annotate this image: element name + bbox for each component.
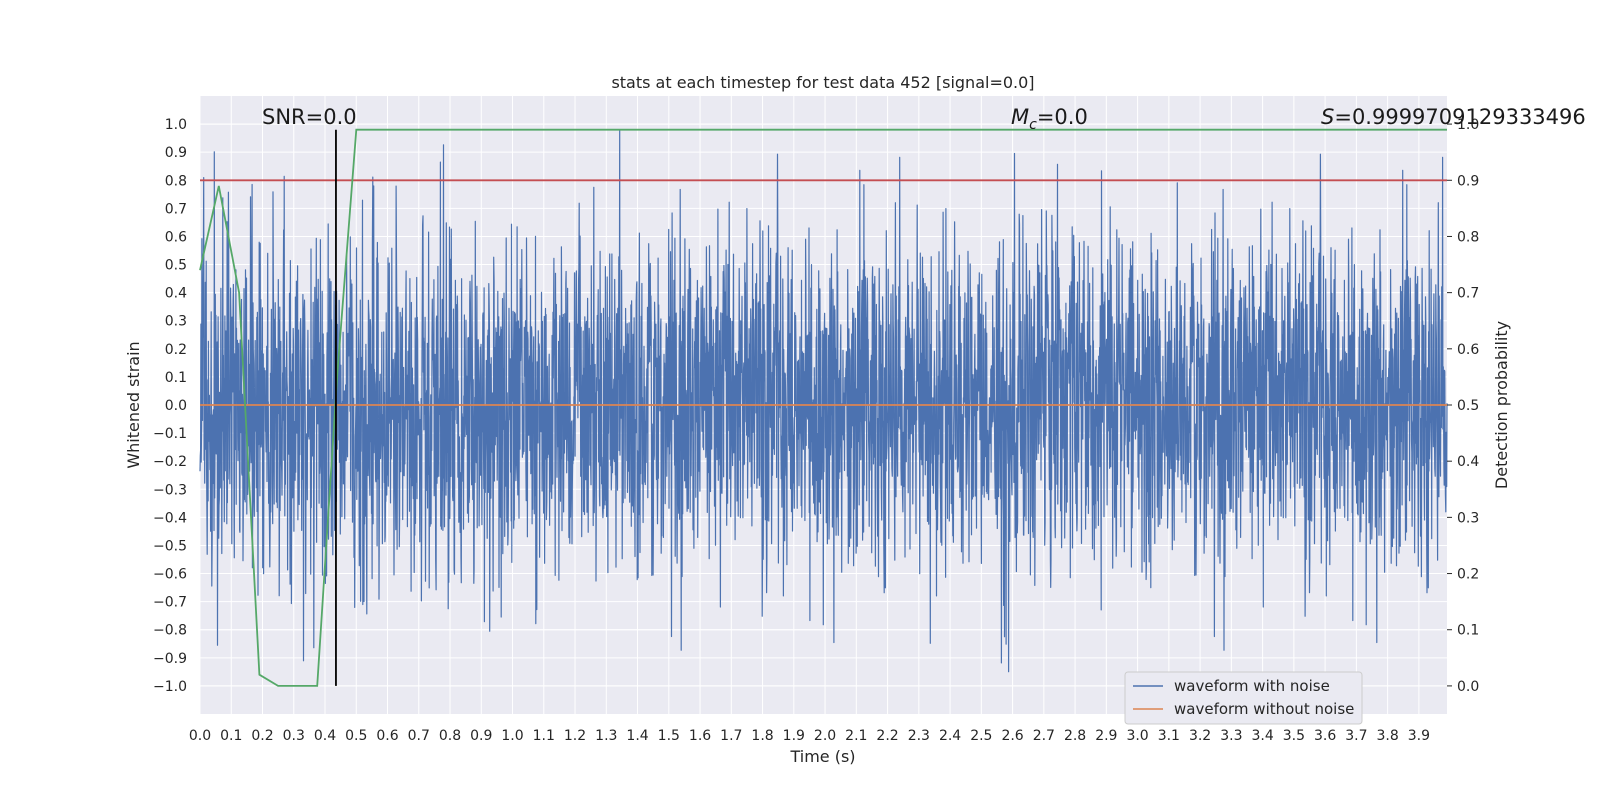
- x-tick-label: 1.5: [658, 728, 680, 744]
- x-tick-label: 0.6: [376, 728, 398, 744]
- y-tick-label: 0.2: [165, 342, 187, 358]
- right-y-tick-label: 0.8: [1457, 229, 1479, 245]
- s-symbol: S: [1321, 105, 1334, 129]
- x-tick-label: 3.2: [1189, 728, 1211, 744]
- y-tick-label: 0.8: [165, 173, 187, 189]
- legend: waveform with noise waveform without noi…: [1124, 671, 1363, 725]
- y-tick-label: −0.9: [153, 651, 187, 667]
- y-tick-label: 0.7: [165, 201, 187, 217]
- x-tick-label: 3.0: [1126, 728, 1148, 744]
- x-tick-label: 1.7: [720, 728, 742, 744]
- x-tick-label: 0.0: [189, 728, 211, 744]
- x-tick-label: 3.7: [1345, 728, 1367, 744]
- y-tick-label: −0.4: [153, 510, 187, 526]
- chart-title: stats at each timestep for test data 452…: [611, 73, 1034, 92]
- x-tick-label: 3.4: [1251, 728, 1273, 744]
- x-tick-label: 3.5: [1283, 728, 1305, 744]
- x-tick-label: 1.8: [751, 728, 773, 744]
- x-tick-label: 2.2: [876, 728, 898, 744]
- chirp-mass-subscript: c: [1029, 117, 1037, 133]
- s-annotation: S=0.9999709129333496: [1321, 105, 1586, 129]
- x-tick-label: 1.2: [564, 728, 586, 744]
- x-tick-label: 2.3: [908, 728, 930, 744]
- y-tick-label: 0.3: [165, 314, 187, 330]
- x-tick-label: 0.9: [470, 728, 492, 744]
- x-tick-label: 1.3: [595, 728, 617, 744]
- x-tick-label: 3.3: [1220, 728, 1242, 744]
- x-tick-label: 2.5: [970, 728, 992, 744]
- x-tick-label: 1.9: [783, 728, 805, 744]
- right-y-tick-label: 0.2: [1457, 567, 1479, 583]
- y-tick-label: 0.1: [165, 370, 187, 386]
- right-y-tick-label: 1.0: [1457, 117, 1479, 133]
- y-tick-labels: 1.0 0.9 0.8 0.7 0.6 0.5 0.4 0.3 0.2 0.1 0.0 −0.1 −0.…: [153, 117, 187, 695]
- x-tick-label: 0.3: [283, 728, 305, 744]
- snr-annotation: SNR=0.0: [262, 105, 357, 129]
- x-tick-label: 0.4: [314, 728, 336, 744]
- y-tick-label: −0.2: [153, 454, 187, 470]
- s-value: =0.9999709129333496: [1334, 105, 1585, 129]
- waveform-with-noise-line: [199, 130, 1448, 673]
- y-tick-label: 0.6: [165, 229, 187, 245]
- x-axis-label: Time (s): [789, 747, 855, 766]
- x-tick-label: 3.9: [1408, 728, 1430, 744]
- y-tick-label: 0.4: [165, 286, 187, 302]
- x-tick-label: 0.7: [408, 728, 430, 744]
- x-tick-label: 2.6: [1001, 728, 1023, 744]
- x-tick-label: 1.0: [501, 728, 523, 744]
- right-y-axis-label: Detection probability: [1492, 321, 1511, 489]
- y-tick-label: 0.0: [165, 398, 187, 414]
- x-tick-label: 0.8: [439, 728, 461, 744]
- x-tick-label: 3.6: [1314, 728, 1336, 744]
- y-tick-label: −1.0: [153, 679, 187, 695]
- legend-label-noise: waveform with noise: [1174, 677, 1330, 695]
- x-tick-label: 2.8: [1064, 728, 1086, 744]
- x-tick-label: 0.5: [345, 728, 367, 744]
- x-tick-label: 2.0: [814, 728, 836, 744]
- legend-box: [1124, 671, 1363, 725]
- lines-group: [199, 128, 1447, 687]
- right-y-tick-label: 0.9: [1457, 173, 1479, 189]
- x-tick-label: 2.9: [1095, 728, 1117, 744]
- right-y-tick-label: 0.0: [1457, 679, 1479, 695]
- right-y-tick-label: 0.6: [1457, 342, 1479, 358]
- x-tick-label: 2.7: [1033, 728, 1055, 744]
- y-tick-label: 0.5: [165, 258, 187, 274]
- detection-probability-line: [199, 128, 1447, 687]
- y-tick-label: −0.3: [153, 482, 187, 498]
- right-y-tick-label: 0.1: [1457, 623, 1479, 639]
- y-axis-label: Whitened strain: [124, 341, 143, 468]
- legend-label-clean: waveform without noise: [1174, 700, 1354, 718]
- y-tick-label: 0.9: [165, 145, 187, 161]
- y-tick-label: −0.6: [153, 567, 187, 583]
- y-tick-label: −0.1: [153, 426, 187, 442]
- chirp-mass-symbol: M: [1011, 105, 1029, 129]
- y-tick-label: −0.5: [153, 538, 187, 554]
- chirp-mass-annotation: Mc=0.0: [1011, 105, 1088, 133]
- noise-waveform-group: [199, 130, 1448, 673]
- y-tick-label: 1.0: [165, 117, 187, 133]
- right-y-tick-label: 0.7: [1457, 286, 1479, 302]
- right-y-tick-labels: 1.0 0.9 0.8 0.7 0.6 0.5 0.4 0.3 0.2 0.1 0.0: [1447, 117, 1479, 695]
- y-tick-label: −0.8: [153, 623, 187, 639]
- x-tick-label: 1.6: [689, 728, 711, 744]
- y-tick-label: −0.7: [153, 595, 187, 611]
- x-tick-label: 3.1: [1158, 728, 1180, 744]
- x-tick-labels: 0.0 0.1 0.2 0.3 0.4 0.5 0.6 0.7 0.8 0.9 1.0 1.1 1.2 1…: [189, 728, 1430, 744]
- x-tick-label: 1.4: [626, 728, 648, 744]
- x-tick-label: 0.1: [220, 728, 242, 744]
- x-tick-label: 1.1: [533, 728, 555, 744]
- right-y-tick-label: 0.3: [1457, 510, 1479, 526]
- x-tick-label: 2.1: [845, 728, 867, 744]
- chirp-mass-value: =0.0: [1037, 105, 1088, 129]
- right-y-tick-label: 0.4: [1457, 454, 1479, 470]
- right-y-tick-label: 0.5: [1457, 398, 1479, 414]
- x-tick-label: 3.8: [1376, 728, 1398, 744]
- x-tick-label: 0.2: [251, 728, 273, 744]
- x-tick-label: 2.4: [939, 728, 961, 744]
